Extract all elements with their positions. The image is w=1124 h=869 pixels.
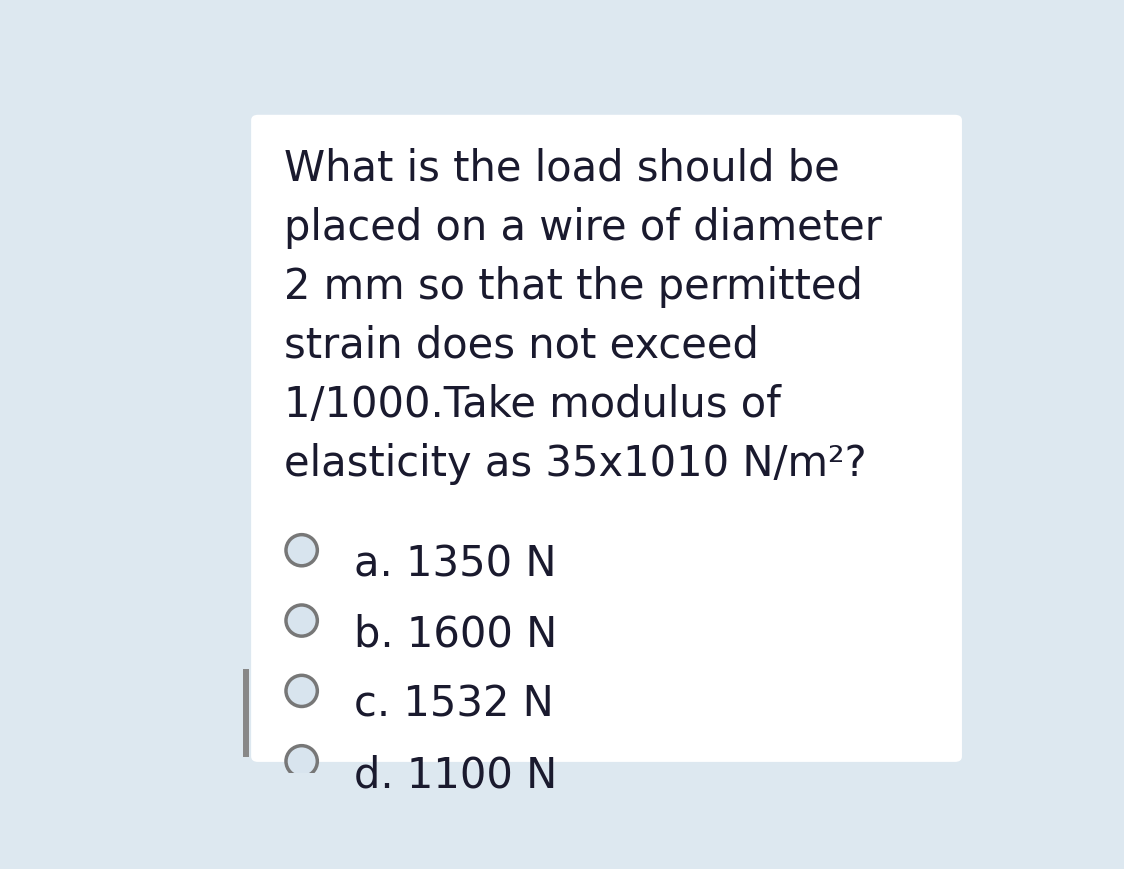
Text: 2 mm so that the permitted: 2 mm so that the permitted (284, 266, 863, 308)
Text: a. 1350 N: a. 1350 N (354, 542, 556, 585)
Text: 1/1000.Take modulus of: 1/1000.Take modulus of (284, 383, 781, 425)
FancyBboxPatch shape (251, 116, 962, 762)
Bar (243, 670, 250, 757)
Text: placed on a wire of diameter: placed on a wire of diameter (284, 207, 882, 249)
Ellipse shape (285, 675, 317, 706)
Ellipse shape (285, 606, 317, 636)
Ellipse shape (285, 535, 317, 566)
Text: What is the load should be: What is the load should be (284, 148, 840, 189)
Text: elasticity as 35x1010 N/m²?: elasticity as 35x1010 N/m²? (284, 442, 867, 484)
Text: b. 1600 N: b. 1600 N (354, 613, 558, 654)
Text: d. 1100 N: d. 1100 N (354, 753, 558, 795)
Text: c. 1532 N: c. 1532 N (354, 683, 554, 725)
Text: strain does not exceed: strain does not exceed (284, 324, 759, 367)
Ellipse shape (285, 746, 317, 777)
